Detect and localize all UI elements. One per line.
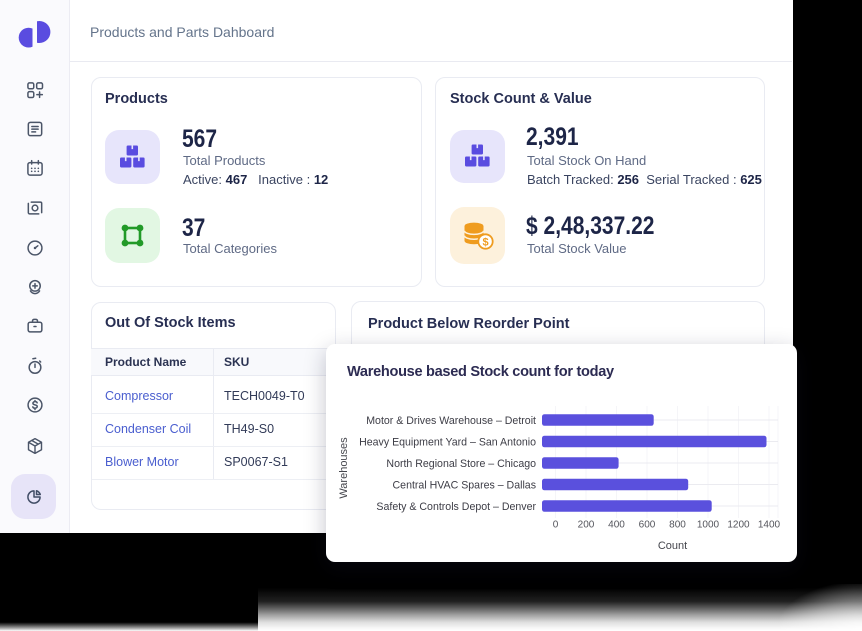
svg-text:Safety & Controls Depot – Denv: Safety & Controls Depot – Denver [376, 501, 536, 513]
svg-text:1200: 1200 [727, 520, 750, 531]
svg-text:600: 600 [639, 520, 656, 531]
svg-text:1400: 1400 [758, 520, 781, 531]
svg-text:$: $ [482, 236, 488, 248]
svg-text:400: 400 [608, 520, 625, 531]
svg-text:Count: Count [658, 540, 687, 552]
svg-text:1000: 1000 [697, 520, 720, 531]
svg-text:Central HVAC Spares – Dallas: Central HVAC Spares – Dallas [393, 479, 536, 491]
svg-text:Heavy Equipment Yard – San Ant: Heavy Equipment Yard – San Antonio [359, 436, 536, 448]
svg-text:0: 0 [553, 520, 559, 531]
svg-text:North Regional Store – Chicago: North Regional Store – Chicago [386, 458, 536, 470]
svg-text:Warehouses: Warehouses [338, 437, 350, 499]
svg-text:800: 800 [669, 520, 686, 531]
svg-text:Motor & Drives Warehouse – Det: Motor & Drives Warehouse – Detroit [366, 415, 536, 427]
svg-text:200: 200 [578, 520, 595, 531]
